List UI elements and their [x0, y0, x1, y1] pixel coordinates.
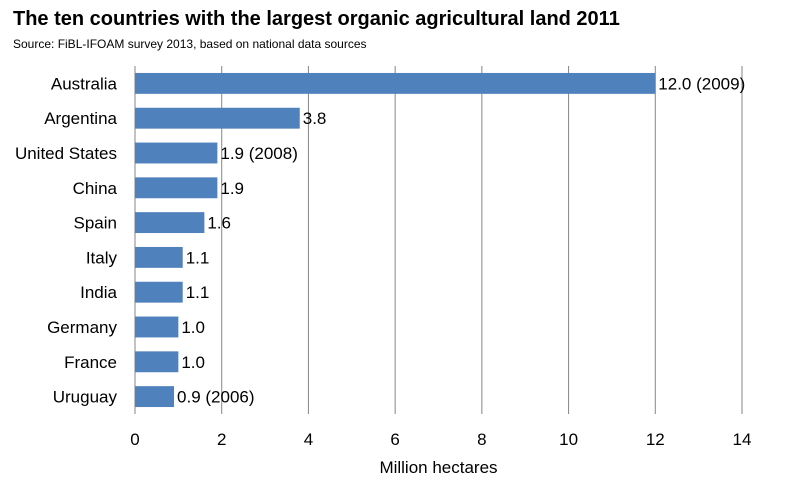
data-label: 1.1	[186, 283, 210, 302]
bars	[135, 72, 656, 408]
bar	[135, 281, 183, 303]
x-tick-label: 8	[477, 430, 486, 449]
data-label: 1.0	[181, 318, 205, 337]
category-label: Uruguay	[53, 388, 118, 407]
bar	[135, 177, 218, 199]
bar	[135, 246, 183, 268]
category-label: France	[64, 353, 117, 372]
chart-title: The ten countries with the largest organ…	[13, 8, 620, 30]
bar	[135, 107, 300, 129]
data-label: 3.8	[303, 109, 327, 128]
chart-subtitle: Source: FiBL-IFOAM survey 2013, based on…	[13, 37, 367, 51]
category-label: Spain	[74, 214, 117, 233]
data-label: 1.9 (2008)	[220, 144, 298, 163]
x-axis-title: Million hectares	[379, 458, 497, 477]
category-label: United States	[15, 144, 117, 163]
bar	[135, 351, 179, 373]
bar	[135, 72, 656, 94]
category-label: India	[80, 283, 117, 302]
category-label: Australia	[51, 74, 118, 93]
category-label: Germany	[47, 318, 117, 337]
data-label: 1.6	[207, 214, 231, 233]
data-labels: 12.0 (2009) 3.8 1.9 (2008) 1.9 1.6 1.1 1.1 1.0 1…	[177, 74, 745, 406]
x-tick-label: 0	[130, 430, 139, 449]
category-label: China	[73, 179, 118, 198]
bar	[135, 386, 175, 408]
data-label: 12.0 (2009)	[658, 74, 745, 93]
x-tick-label: 10	[559, 430, 578, 449]
category-label: Argentina	[44, 109, 117, 128]
bar	[135, 142, 218, 164]
x-tick-label: 2	[217, 430, 226, 449]
data-label: 1.1	[186, 248, 210, 267]
x-tick-label: 12	[646, 430, 665, 449]
x-tick-label: 4	[304, 430, 313, 449]
bar	[135, 212, 205, 234]
category-label: Italy	[86, 248, 118, 267]
category-labels: Australia Argentina United States China Spai…	[15, 74, 118, 406]
x-tick-label: 14	[733, 430, 752, 449]
data-label: 0.9 (2006)	[177, 388, 255, 407]
x-axis-ticks: 0 2 4 6 8 10 12 14	[130, 430, 751, 449]
data-label: 1.0	[181, 353, 205, 372]
x-tick-label: 6	[390, 430, 399, 449]
data-label: 1.9	[220, 179, 244, 198]
bar	[135, 316, 179, 338]
